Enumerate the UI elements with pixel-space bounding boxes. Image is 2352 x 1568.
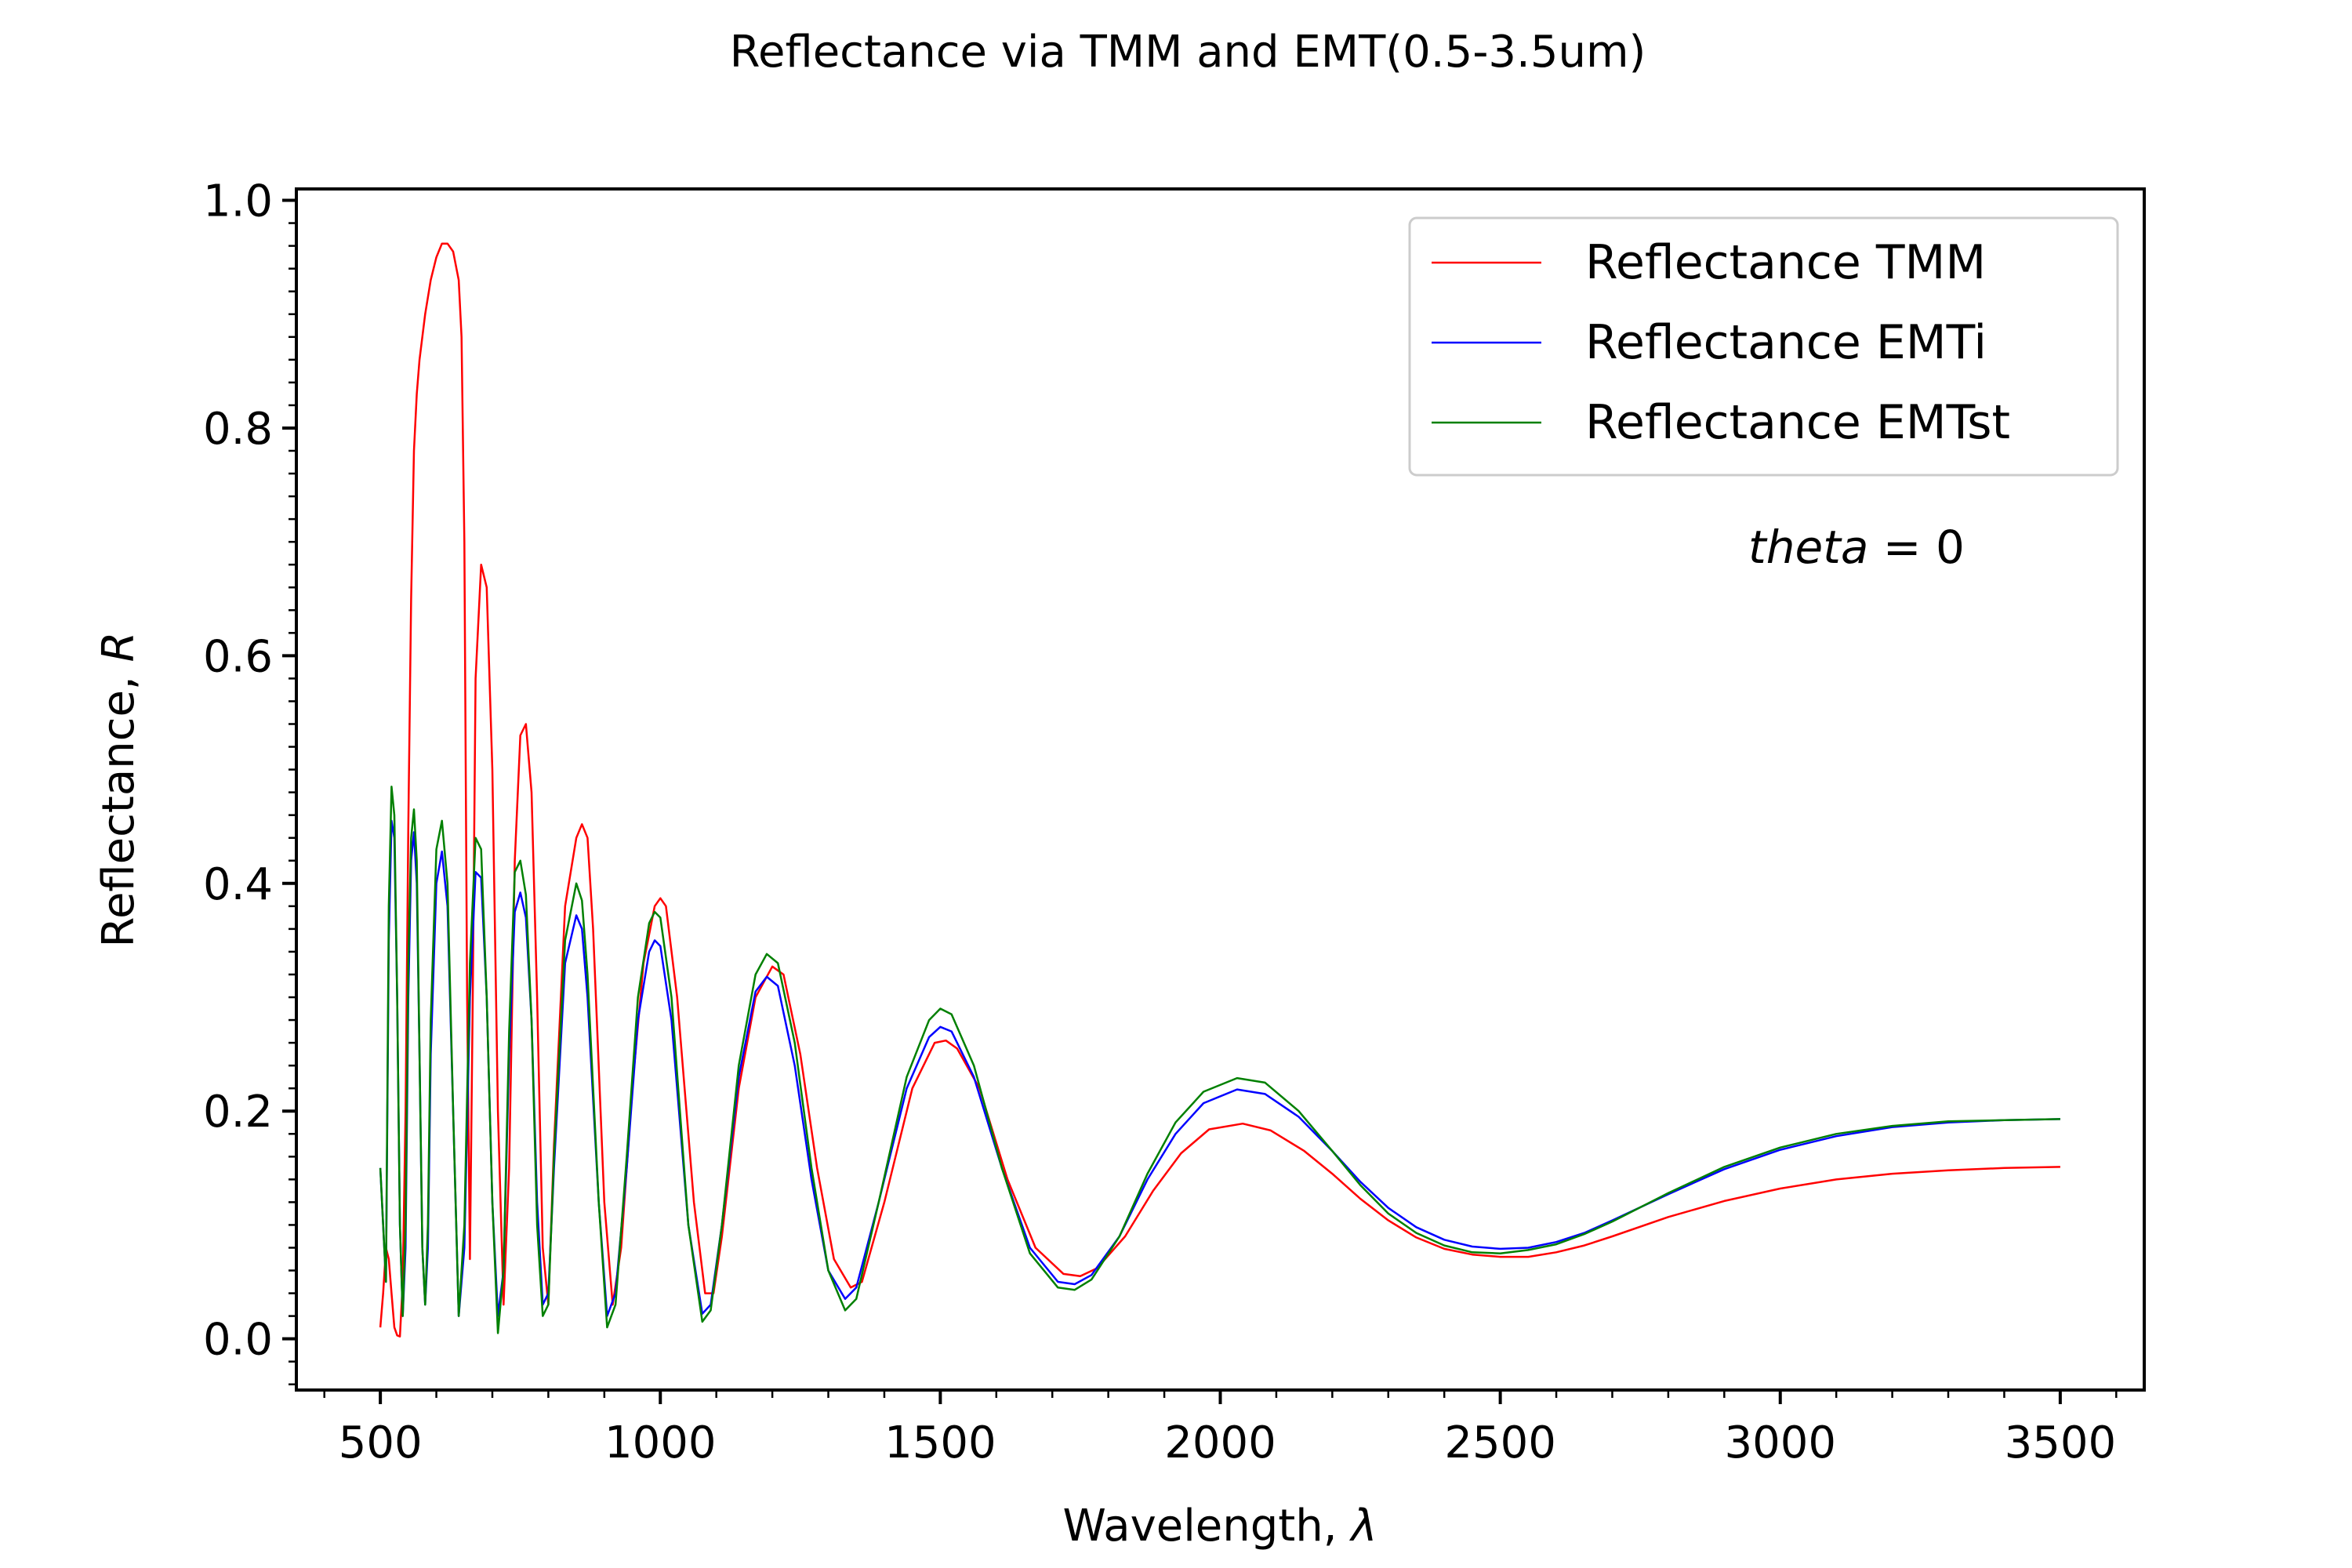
legend-box [1408, 216, 2119, 477]
x-tick-label: 3500 [2005, 1417, 2117, 1468]
x-tick-label: 1000 [604, 1417, 717, 1468]
plot-frame [295, 187, 2146, 1392]
series-layer [379, 242, 2060, 1338]
y-tick-label: 0.6 [203, 631, 273, 682]
x-tick-label: 2500 [1444, 1417, 1556, 1468]
y-axis-label: Reflectance, R [93, 632, 144, 948]
chart-title: Reflectance via TMM and EMT(0.5-3.5um) [730, 27, 1646, 78]
y-tick-label: 0.8 [203, 404, 273, 455]
x-tick-label: 2000 [1164, 1417, 1276, 1468]
x-axis-label: Wavelength, λ [1063, 1501, 1377, 1552]
legend: Reflectance TMM Reflectance EMTi Reflectan… [1408, 216, 2119, 477]
x-tick-label: 500 [339, 1417, 423, 1468]
legend-label: Reflectance TMM [1585, 235, 1986, 290]
y-tick-label: 0.0 [203, 1315, 273, 1366]
legend-label: Reflectance EMTst [1585, 395, 2010, 450]
y-tick-label: 0.2 [203, 1087, 273, 1138]
theta-annotation: theta = 0 [1748, 521, 1965, 574]
series-line-reflectance-emtst [379, 786, 2060, 1334]
series-line-reflectance-tmm [379, 242, 2060, 1338]
y-tick-label: 1.0 [203, 176, 273, 227]
x-tick-label: 1500 [884, 1417, 996, 1468]
legend-label: Reflectance EMTi [1585, 315, 1987, 370]
x-tick-label: 3000 [1724, 1417, 1836, 1468]
y-tick-label: 0.4 [203, 859, 273, 910]
x-axis: 500 1000 1500 2000 2500 3000 3500 [339, 1390, 2116, 1468]
y-axis: 0.0 0.2 0.4 0.6 0.8 1.0 [203, 176, 296, 1366]
